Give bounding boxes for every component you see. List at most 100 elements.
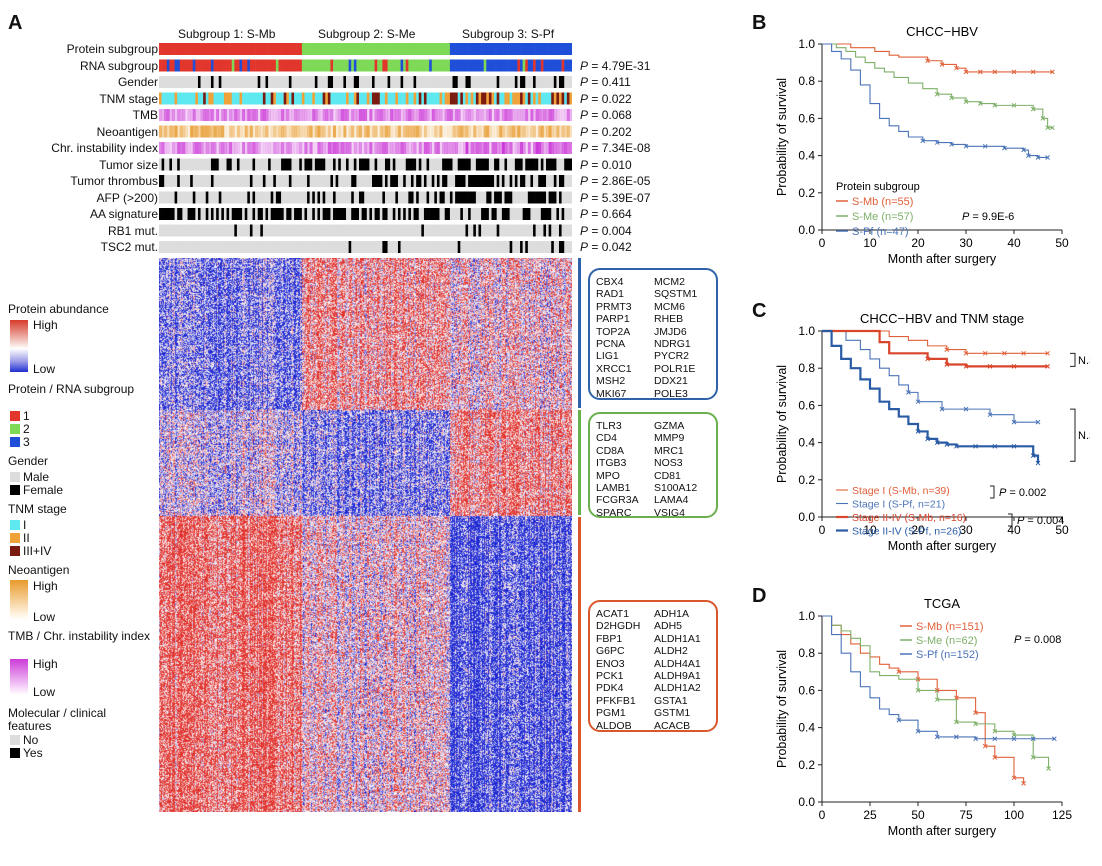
- gene-label: XRCC1: [596, 362, 632, 375]
- gene-label: ACACB: [654, 719, 691, 732]
- p-value: P = 9.9E-6: [962, 211, 1014, 223]
- legend-entry: Stage II-IV (S-Mb, n=16): [852, 512, 966, 524]
- neoantigen-colorbar: [10, 580, 28, 620]
- tmb-high: High: [33, 657, 58, 671]
- gene-label: ALDOB: [596, 719, 632, 732]
- gene-label: ALDH9A1: [654, 670, 701, 683]
- gene-label: VSIG4: [654, 506, 685, 519]
- gene-label: NDRG1: [654, 338, 691, 351]
- neoantigen-high: High: [33, 579, 58, 593]
- x-tick-label: 0: [819, 523, 826, 537]
- censor-mark: [1021, 350, 1026, 356]
- censor-mark: [954, 734, 959, 740]
- censor-mark: [1021, 781, 1026, 786]
- gene-label: CD4: [596, 432, 618, 445]
- row-pvalue: P = 4.79E-31: [580, 58, 651, 73]
- x-tick-label: 50: [911, 808, 925, 822]
- panel-letter-a: A: [8, 12, 23, 34]
- gene-label: CD81: [654, 469, 681, 482]
- censor-mark: [934, 140, 940, 145]
- censor-mark: [934, 91, 940, 97]
- censor-mark: [992, 728, 998, 734]
- row-label: Gender: [117, 75, 158, 89]
- censor-mark: [1051, 736, 1057, 742]
- row-label: Neoantigen: [96, 124, 158, 139]
- x-tick-label: 0: [819, 808, 826, 822]
- censor-mark: [925, 58, 930, 64]
- legend-gender-title: Gender: [8, 454, 49, 468]
- gene-label: LAMB1: [596, 482, 631, 495]
- panel-letter-c: C: [752, 300, 767, 322]
- ns-label: N.S.: [1078, 430, 1090, 442]
- gene-label: LIG1: [596, 350, 619, 363]
- row-label: TMB: [132, 108, 158, 122]
- censor-mark: [1050, 69, 1055, 75]
- legend-no: No: [10, 733, 38, 747]
- censor-mark: [1011, 775, 1017, 781]
- legend-entry: S-Pf (n=152): [916, 649, 979, 661]
- gene-label: PGM1: [596, 707, 626, 720]
- censor-mark: [1011, 69, 1017, 75]
- censor-mark: [944, 347, 950, 352]
- censor-mark: [992, 103, 998, 108]
- legend-sub3: 3: [10, 435, 30, 449]
- censor-mark: [1030, 453, 1036, 458]
- censor-mark: [915, 688, 921, 693]
- gene-label: ALDH1A2: [654, 682, 701, 695]
- protein-abundance-colorbar: [10, 320, 28, 372]
- gene-label: MCM6: [654, 300, 685, 313]
- row-label: Tumor thrombus: [70, 174, 158, 188]
- gene-label: MCM2: [654, 276, 685, 288]
- censor-mark: [1035, 419, 1041, 425]
- legend-entry: Stage I (S-Mb, n=39): [852, 485, 950, 497]
- censor-mark: [954, 719, 959, 725]
- row-pvalue: P = 0.664: [580, 207, 632, 221]
- panel-letter-b: B: [752, 12, 767, 34]
- legend-entry: S-Pf (n=47): [852, 226, 909, 238]
- y-tick-label: 1.0: [798, 324, 815, 338]
- censor-mark: [1026, 153, 1031, 158]
- gene-label: ENO3: [596, 657, 625, 670]
- gene-label: TOP2A: [596, 325, 631, 338]
- censor-mark: [1030, 755, 1036, 760]
- gene-label: ALDH4A1: [654, 657, 701, 670]
- gene-label: G6PC: [596, 645, 625, 658]
- y-tick-label: 0.2: [798, 473, 815, 487]
- legend-entry: Stage I (S-Pf, n=21): [852, 499, 945, 511]
- censor-mark: [934, 440, 940, 445]
- row-label: RNA subgroup: [79, 58, 158, 73]
- censor-mark: [915, 399, 921, 405]
- gene-label: TLR3: [596, 420, 622, 432]
- censor-mark: [963, 406, 969, 412]
- censor-mark: [973, 443, 978, 449]
- survival-curve: [822, 43, 1053, 129]
- gene-box-proliferation: CBX4 MCM2 RAD1 SQSTM1 PRMT3 MCM6 PARP1 RHEB TOP2…: [588, 268, 718, 400]
- gene-label: NOS3: [654, 457, 683, 470]
- censor-mark: [1011, 363, 1017, 369]
- censor-mark: [939, 62, 945, 67]
- subgroup-title-2: Subgroup 2: S-Me: [318, 27, 416, 41]
- y-axis-label: Probability of survival: [775, 365, 789, 483]
- gene-label: ADH5: [654, 620, 683, 633]
- gene-label: FBP1: [596, 632, 623, 645]
- censor-mark: [1011, 443, 1017, 449]
- x-tick-label: 20: [911, 236, 925, 250]
- protein-heatmap: [159, 258, 572, 812]
- y-tick-label: 0.0: [798, 795, 815, 809]
- row-pvalue: P = 0.411: [580, 75, 631, 89]
- gene-label: SPARC: [596, 506, 632, 519]
- censor-mark: [1002, 350, 1007, 356]
- gene-label: ALDH1A1: [654, 632, 701, 645]
- row-pvalue: P = 2.86E-05: [580, 174, 651, 188]
- y-tick-label: 0.8: [798, 74, 815, 88]
- x-tick-label: 40: [1007, 236, 1021, 250]
- survival-curve: [822, 330, 1048, 354]
- row-pvalue: P = 0.010: [580, 157, 632, 172]
- censor-mark: [1021, 147, 1026, 153]
- legend-title: Protein subgroup: [836, 181, 920, 193]
- y-tick-label: 0.8: [798, 646, 815, 660]
- censor-mark: [973, 736, 978, 742]
- survival-curve: [822, 615, 1055, 740]
- gene-box-metabolism: ACAT1 ADH1A D2HGDH ADH5 FBP1 ALDH1A1 G6PC ALDH2…: [588, 600, 718, 732]
- censor-mark: [982, 743, 988, 749]
